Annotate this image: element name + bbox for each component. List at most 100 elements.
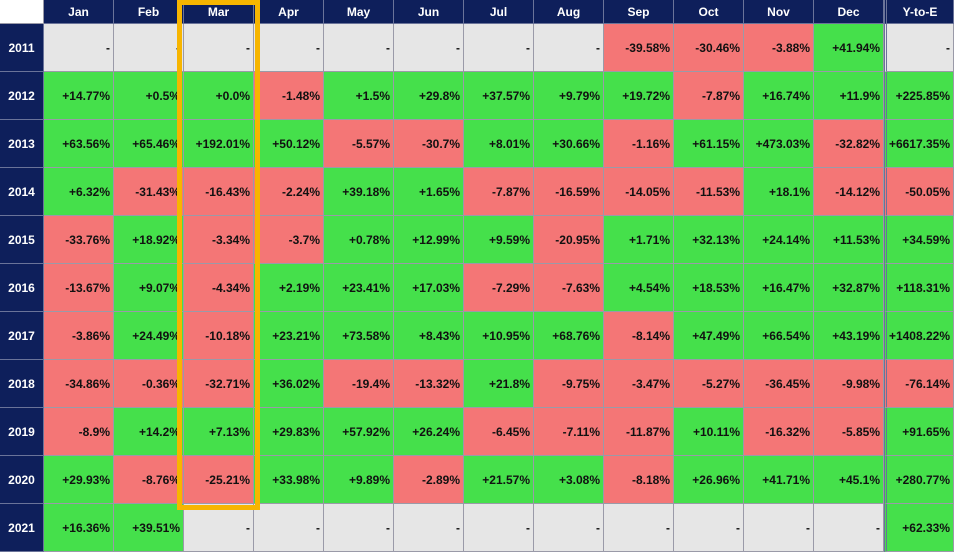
return-cell: +9.59%: [464, 216, 534, 264]
return-cell: +41.94%: [814, 24, 884, 72]
return-cell: -50.05%: [884, 168, 954, 216]
return-cell: -8.9%: [44, 408, 114, 456]
return-cell: -: [464, 24, 534, 72]
return-cell: +26.96%: [674, 456, 744, 504]
return-cell: +12.99%: [394, 216, 464, 264]
column-header: Dec: [814, 0, 884, 24]
return-cell: +29.83%: [254, 408, 324, 456]
return-cell: +65.46%: [114, 120, 184, 168]
return-cell: +8.01%: [464, 120, 534, 168]
return-cell: +19.72%: [604, 72, 674, 120]
return-cell: +1408.22%: [884, 312, 954, 360]
return-cell: -: [884, 24, 954, 72]
return-cell: -16.32%: [744, 408, 814, 456]
column-header: Jan: [44, 0, 114, 24]
return-cell: +47.49%: [674, 312, 744, 360]
return-cell: +39.51%: [114, 504, 184, 552]
return-cell: -11.53%: [674, 168, 744, 216]
return-cell: -34.86%: [44, 360, 114, 408]
return-cell: -: [394, 504, 464, 552]
return-cell: +91.65%: [884, 408, 954, 456]
return-cell: +32.13%: [674, 216, 744, 264]
return-cell: +10.11%: [674, 408, 744, 456]
return-cell: -32.82%: [814, 120, 884, 168]
row-header: 2012: [0, 72, 44, 120]
return-cell: +66.54%: [744, 312, 814, 360]
return-cell: -: [114, 24, 184, 72]
return-cell: -7.87%: [674, 72, 744, 120]
return-cell: +18.53%: [674, 264, 744, 312]
return-cell: -3.86%: [44, 312, 114, 360]
column-header: Nov: [744, 0, 814, 24]
column-header: Oct: [674, 0, 744, 24]
return-cell: +0.78%: [324, 216, 394, 264]
return-cell: -33.76%: [44, 216, 114, 264]
return-cell: -5.85%: [814, 408, 884, 456]
return-cell: +30.66%: [534, 120, 604, 168]
return-cell: -7.87%: [464, 168, 534, 216]
return-cell: +61.15%: [674, 120, 744, 168]
return-cell: -1.16%: [604, 120, 674, 168]
row-header: 2017: [0, 312, 44, 360]
return-cell: +39.18%: [324, 168, 394, 216]
return-cell: -3.47%: [604, 360, 674, 408]
return-cell: +23.41%: [324, 264, 394, 312]
return-cell: -1.48%: [254, 72, 324, 120]
column-header: May: [324, 0, 394, 24]
return-cell: +11.53%: [814, 216, 884, 264]
return-cell: +4.54%: [604, 264, 674, 312]
return-cell: -: [464, 504, 534, 552]
return-cell: -7.63%: [534, 264, 604, 312]
return-cell: +473.03%: [744, 120, 814, 168]
return-cell: -6.45%: [464, 408, 534, 456]
return-cell: -: [44, 24, 114, 72]
return-cell: -8.76%: [114, 456, 184, 504]
return-cell: -19.4%: [324, 360, 394, 408]
return-cell: -10.18%: [184, 312, 254, 360]
row-header: 2021: [0, 504, 44, 552]
return-cell: +73.58%: [324, 312, 394, 360]
return-cell: +37.57%: [464, 72, 534, 120]
return-cell: -14.12%: [814, 168, 884, 216]
return-cell: +23.21%: [254, 312, 324, 360]
return-cell: +6617.35%: [884, 120, 954, 168]
return-cell: -: [534, 24, 604, 72]
return-cell: +29.93%: [44, 456, 114, 504]
row-header: 2018: [0, 360, 44, 408]
return-cell: +16.36%: [44, 504, 114, 552]
return-cell: +21.8%: [464, 360, 534, 408]
return-cell: -30.46%: [674, 24, 744, 72]
return-cell: +50.12%: [254, 120, 324, 168]
return-cell: +2.19%: [254, 264, 324, 312]
return-cell: +45.1%: [814, 456, 884, 504]
column-header: Sep: [604, 0, 674, 24]
return-cell: -39.58%: [604, 24, 674, 72]
return-cell: +11.9%: [814, 72, 884, 120]
return-cell: +43.19%: [814, 312, 884, 360]
return-cell: -14.05%: [604, 168, 674, 216]
return-cell: +32.87%: [814, 264, 884, 312]
return-cell: -7.11%: [534, 408, 604, 456]
return-cell: -5.27%: [674, 360, 744, 408]
return-cell: +26.24%: [394, 408, 464, 456]
return-cell: -20.95%: [534, 216, 604, 264]
return-cell: -3.7%: [254, 216, 324, 264]
return-cell: -: [254, 24, 324, 72]
column-header: Jun: [394, 0, 464, 24]
return-cell: -5.57%: [324, 120, 394, 168]
return-cell: +62.33%: [884, 504, 954, 552]
return-cell: -: [324, 504, 394, 552]
return-cell: +24.49%: [114, 312, 184, 360]
return-cell: -: [184, 24, 254, 72]
return-cell: -13.32%: [394, 360, 464, 408]
column-header: Apr: [254, 0, 324, 24]
return-cell: +33.98%: [254, 456, 324, 504]
return-cell: +8.43%: [394, 312, 464, 360]
return-cell: +68.76%: [534, 312, 604, 360]
column-header: Feb: [114, 0, 184, 24]
return-cell: +0.5%: [114, 72, 184, 120]
return-cell: -76.14%: [884, 360, 954, 408]
return-cell: -7.29%: [464, 264, 534, 312]
return-cell: -31.43%: [114, 168, 184, 216]
